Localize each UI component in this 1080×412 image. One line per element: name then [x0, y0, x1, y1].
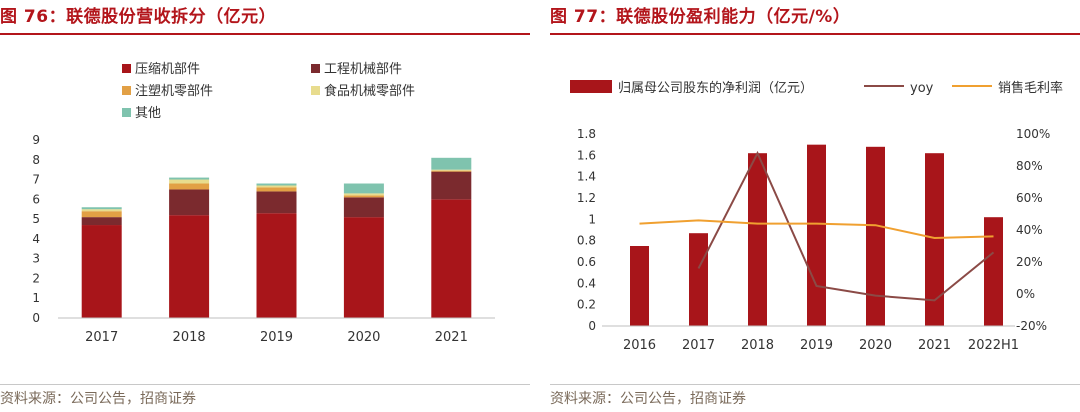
bar-segment-2021-4	[431, 157, 472, 170]
legend-swatch-3	[311, 86, 320, 95]
legend-label-3: 食品机械零部件	[324, 83, 415, 99]
line-series-yoy	[697, 150, 995, 302]
bar-segment-2020-3	[343, 193, 384, 196]
legend-swatch-1	[311, 64, 320, 73]
y-tick-label: 5	[32, 212, 40, 226]
y-tick-label: 7	[32, 173, 40, 187]
y-tick-label: 1	[32, 291, 40, 305]
bar-segment-2018-2	[169, 183, 210, 190]
y-left-tick-label: 1.6	[577, 148, 596, 162]
y-left-tick-label: 1	[588, 212, 596, 226]
legend-swatch-bar	[570, 80, 612, 93]
profit-bar-2019	[807, 144, 826, 326]
bar-segment-2017-0	[81, 225, 122, 318]
y-right-tick-label: 40%	[1016, 223, 1043, 237]
y-right-tick-label: -20%	[1016, 319, 1047, 333]
y-left-tick-label: 0.4	[577, 276, 596, 290]
y-left-tick-label: 0.2	[577, 298, 596, 312]
profit-bar-2021	[925, 153, 944, 326]
figure-76-source-rule	[0, 384, 530, 385]
y-right-tick-label: 20%	[1016, 255, 1043, 269]
bar-segment-2020-1	[343, 197, 384, 218]
figure-76-panel: 图 76：联德股份营收拆分（亿元） 压缩机部件 工程机械部件注塑机零部件 食品机械零…	[0, 0, 530, 412]
x-tick-label: 2021	[918, 338, 951, 353]
bar-segment-2017-1	[81, 217, 122, 226]
bar-segment-2020-2	[343, 195, 384, 198]
profitability-chart: 归属母公司股东的净利润（亿元） yoy 销售毛利率 0 0.2 0.4 0.6 0.8 1 1.2…	[570, 80, 1063, 353]
y-tick-label: 8	[32, 153, 40, 167]
y-left-tick-label: 0.6	[577, 255, 596, 269]
y-left-tick-label: 1.2	[577, 191, 596, 205]
figure-76-title-rule	[0, 33, 530, 35]
bar-segment-2021-3	[431, 169, 472, 171]
bar-segment-2021-2	[431, 170, 472, 172]
bar-segment-2019-3	[256, 185, 297, 188]
y-tick-label: 0	[32, 311, 40, 325]
figure-76-source: 资料来源：公司公告，招商证券	[0, 391, 196, 407]
x-tick-label: 2019	[260, 330, 293, 345]
figure-77-title-rule	[550, 33, 1080, 35]
y-right-tick-label: 80%	[1016, 159, 1043, 173]
y-left-tick-label: 1.8	[577, 127, 596, 141]
legend-swatch-0	[122, 64, 131, 73]
bar-segment-2018-4	[169, 177, 210, 180]
legend-label-0: 压缩机部件	[135, 61, 200, 77]
bar-segment-2018-0	[169, 215, 210, 318]
x-tick-label: 2020	[859, 338, 892, 353]
bar-segment-2017-3	[81, 209, 122, 212]
x-tick-label: 2021	[435, 330, 468, 345]
legend-label-4: 其他	[135, 106, 161, 121]
bar-segment-2020-0	[343, 217, 384, 318]
x-tick-label: 2020	[347, 330, 380, 345]
profit-bar-2018	[748, 153, 767, 326]
figure-77-title: 图 77：联德股份盈利能力（亿元/%）	[550, 7, 851, 27]
profit-bar-2020	[866, 146, 885, 326]
y-left-tick-label: 1.4	[577, 170, 596, 184]
figure-77-source-rule	[550, 384, 1080, 385]
y-tick-label: 2	[32, 271, 40, 285]
line-series-gross-margin	[639, 219, 994, 240]
legend-swatch-2	[122, 86, 131, 95]
bar-segment-2021-1	[431, 171, 472, 200]
y-tick-label: 6	[32, 192, 40, 206]
x-tick-label: 2017	[85, 330, 118, 345]
bar-segment-2019-2	[256, 187, 297, 192]
profit-bar-2022H1	[984, 217, 1003, 326]
bar-segment-2020-4	[343, 183, 384, 194]
x-tick-label: 2022H1	[968, 338, 1019, 353]
x-tick-label: 2018	[173, 330, 206, 345]
x-tick-label: 2016	[623, 338, 656, 353]
y-right-tick-label: 60%	[1016, 191, 1043, 205]
bar-segment-2021-0	[431, 199, 472, 318]
bar-segment-2018-1	[169, 189, 210, 216]
x-tick-label: 2017	[682, 338, 715, 353]
y-left-tick-label: 0.8	[577, 234, 596, 248]
legend-label-yoy: yoy	[910, 81, 934, 96]
bar-segment-2019-4	[256, 183, 297, 186]
bar-segment-2017-4	[81, 207, 122, 210]
legend-swatch-4	[122, 108, 131, 117]
y-right-tick-label: 0%	[1016, 287, 1035, 301]
profit-bar-2017	[689, 233, 708, 326]
legend-label-1: 工程机械部件	[324, 62, 402, 77]
y-tick-label: 3	[32, 252, 40, 266]
bar-segment-2019-0	[256, 213, 297, 318]
y-right-tick-label: 100%	[1016, 127, 1050, 141]
bar-segment-2018-3	[169, 179, 210, 184]
bar-segment-2019-1	[256, 191, 297, 214]
legend-label-gross-margin: 销售毛利率	[998, 80, 1063, 96]
bar-segment-2017-2	[81, 211, 122, 218]
y-tick-label: 9	[32, 133, 40, 147]
x-tick-label: 2019	[800, 338, 833, 353]
x-tick-label: 2018	[741, 338, 774, 353]
figure-77-source: 资料来源：公司公告，招商证券	[550, 391, 746, 407]
profit-bar-2016	[630, 246, 649, 326]
figure-77-panel: 图 77：联德股份盈利能力（亿元/%） 归属母公司股东的净利润（亿元） yoy 销售…	[550, 0, 1080, 412]
y-left-tick-label: 0	[588, 319, 596, 333]
y-tick-label: 4	[32, 232, 40, 246]
legend-label-bar: 归属母公司股东的净利润（亿元）	[618, 80, 813, 96]
figure-76-title: 图 76：联德股份营收拆分（亿元）	[0, 7, 277, 27]
legend-label-2: 注塑机零部件	[135, 84, 213, 99]
